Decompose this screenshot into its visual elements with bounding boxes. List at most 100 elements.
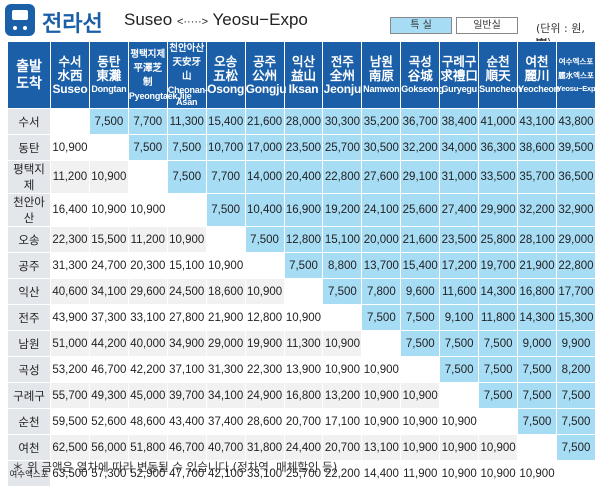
empty-cell: [361, 330, 402, 357]
express-fare-cell: 9,600: [400, 278, 441, 305]
empty-cell: [322, 304, 363, 331]
normal-fare-cell: 10,900: [50, 134, 90, 161]
express-fare-cell: 16,900: [283, 193, 324, 227]
normal-fare-cell: 55,700: [50, 382, 90, 409]
normal-fare-cell: 13,900: [283, 356, 324, 383]
express-fare-cell: 7,500: [361, 304, 402, 331]
normal-fare-cell: 10,900: [127, 193, 168, 227]
express-fare-cell: 8,800: [322, 252, 363, 279]
express-fare-cell: 7,500: [88, 108, 129, 135]
normal-fare-cell: 21,900: [205, 304, 246, 331]
station-name-korean: 곡성: [408, 55, 432, 69]
express-fare-cell: 10,700: [205, 134, 246, 161]
empty-cell: [517, 434, 557, 461]
express-fare-cell: 7,500: [478, 330, 519, 357]
column-header-station: 여천 麗川 Yeocheon: [517, 41, 559, 109]
express-fare-cell: 33,500: [478, 160, 519, 194]
column-header-station: 익산 益山 Iksan: [283, 41, 324, 109]
normal-fare-cell: 34,100: [205, 382, 246, 409]
empty-cell: [205, 226, 246, 253]
station-name-hanja: 益山: [290, 69, 316, 83]
normal-fare-cell: 22,300: [50, 226, 90, 253]
normal-fare-cell: 14,400: [361, 460, 402, 487]
express-fare-cell: 9,000: [517, 330, 557, 357]
station-name-english: Namwon: [363, 84, 400, 94]
station-name-korean: 공주: [253, 55, 277, 69]
express-fare-cell: 32,900: [555, 193, 597, 227]
normal-fare-cell: 42,100: [205, 460, 246, 487]
express-fare-cell: 7,500: [555, 382, 597, 409]
station-name-korean: 순천: [486, 55, 510, 69]
row-header-station: 남원: [7, 330, 51, 357]
normal-fare-cell: 37,400: [205, 408, 246, 435]
normal-fare-cell: 63,500: [50, 460, 90, 487]
row-header-station: 구례구: [7, 382, 51, 409]
express-fare-cell: 9,900: [555, 330, 597, 357]
column-header-station: 평택지제 平澤芝制 PyeongtaekJije: [127, 41, 192, 109]
normal-fare-cell: 24,400: [283, 434, 324, 461]
normal-fare-cell: 24,500: [166, 278, 207, 305]
express-fare-cell: 7,500: [166, 160, 207, 194]
station-name-hanja: 公州: [252, 69, 278, 83]
row-header-station: 곡성: [7, 356, 51, 383]
station-name-english: Yeosu−Expo: [556, 84, 600, 93]
station-name-english: Suncheon: [479, 84, 522, 94]
express-fare-cell: 7,700: [205, 160, 246, 194]
express-fare-cell: 8,200: [555, 356, 597, 383]
express-fare-cell: 25,700: [322, 134, 363, 161]
table-row: 전주 43,900 37,300 33,100 27,800 21,900 12,800 10…: [7, 304, 597, 331]
column-header-station: 동탄 東灘 Dongtan: [88, 41, 129, 109]
express-fare-cell: 21,600: [244, 108, 285, 135]
normal-fare-cell: 10,900: [439, 460, 480, 487]
normal-fare-cell: 57,300: [88, 460, 129, 487]
station-name-english: Iksan: [288, 82, 319, 96]
express-fare-cell: 7,500: [478, 382, 519, 409]
express-fare-cell: 36,700: [400, 108, 441, 135]
empty-cell: [50, 108, 90, 135]
normal-fare-cell: 22,200: [322, 460, 363, 487]
normal-fare-cell: 10,900: [88, 193, 129, 227]
normal-fare-cell: 25,700: [283, 460, 324, 487]
normal-fare-cell: 16,800: [283, 382, 324, 409]
express-fare-cell: 23,500: [439, 226, 480, 253]
table-row: 평택지제 11,200 10,900 7,500 7,700 14,000 20,400 22…: [7, 160, 597, 194]
station-name-korean: 구례구: [441, 55, 477, 69]
express-fare-cell: 38,600: [517, 134, 557, 161]
corner-departure: 출발: [16, 58, 42, 74]
express-fare-cell: 22,800: [322, 160, 363, 194]
station-name-korean: 익산: [291, 55, 315, 69]
normal-fare-cell: 11,200: [50, 160, 90, 194]
express-fare-cell: 43,100: [517, 108, 557, 135]
table-row: 곡성 53,200 46,700 42,200 37,100 31,300 22,300 13…: [7, 356, 597, 383]
normal-fare-cell: 46,700: [166, 434, 207, 461]
row-header-station: 여천: [7, 434, 51, 461]
express-fare-cell: 17,000: [244, 134, 285, 161]
express-fare-cell: 16,800: [517, 278, 557, 305]
station-name-korean: 여수엑스포: [558, 57, 594, 66]
route-to: Yeosu−Expo: [212, 10, 308, 29]
normal-fare-cell: 42,200: [127, 356, 168, 383]
table-row: 천안아산 16,400 10,900 10,900 7,500 10,400 16,900 1…: [7, 193, 597, 227]
express-fare-cell: 21,900: [517, 252, 557, 279]
line-title: 전라선: [42, 12, 103, 37]
express-fare-cell: 19,200: [322, 193, 363, 227]
station-name-hanja: 求禮口: [440, 69, 478, 83]
empty-cell: [88, 134, 129, 161]
row-header-station: 동탄: [7, 134, 51, 161]
station-name-hanja: 平澤芝制: [133, 63, 163, 88]
express-fare-cell: 30,500: [361, 134, 402, 161]
express-fare-cell: 36,300: [478, 134, 519, 161]
normal-fare-cell: 10,900: [88, 160, 129, 194]
normal-fare-cell: 10,900: [322, 356, 363, 383]
station-name-korean: 오송: [214, 55, 238, 69]
express-fare-cell: 7,500: [127, 134, 168, 161]
express-fare-cell: 28,000: [283, 108, 324, 135]
express-fare-cell: 24,100: [361, 193, 402, 227]
express-fare-cell: 17,700: [555, 278, 597, 305]
station-name-korean: 천안아산: [169, 43, 205, 54]
empty-cell: [555, 460, 597, 487]
table-row: 오송 22,300 15,500 11,200 10,900 7,500 12,800 15,…: [7, 226, 597, 253]
normal-fare-cell: 20,700: [322, 434, 363, 461]
normal-fare-cell: 56,000: [88, 434, 129, 461]
legend-express-class: 특 실: [390, 17, 452, 34]
